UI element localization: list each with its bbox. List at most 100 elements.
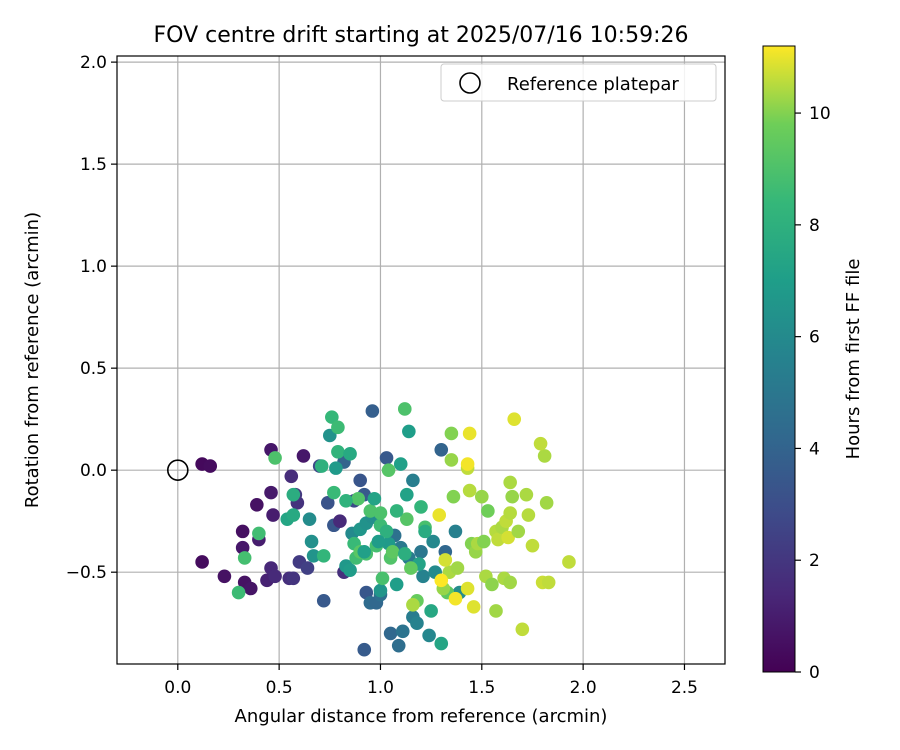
data-point <box>485 577 499 592</box>
data-point <box>395 624 410 639</box>
data-point <box>203 459 218 473</box>
data-point <box>331 420 345 435</box>
data-point <box>381 463 396 477</box>
data-point <box>462 426 477 441</box>
data-point <box>397 547 412 561</box>
data-point <box>507 412 522 426</box>
data-point <box>351 491 365 506</box>
chart-title: FOV centre drift starting at 2025/07/16 … <box>154 23 689 48</box>
y-tick-label: 1.0 <box>80 257 107 277</box>
data-point <box>400 512 414 526</box>
data-point <box>235 540 250 555</box>
legend: Reference platepar <box>440 63 717 102</box>
data-point <box>343 447 357 461</box>
x-axis-ticks: 0.0 0.5 1.0 1.5 2.0 2.5 <box>164 664 698 698</box>
data-point <box>432 508 447 522</box>
data-point <box>353 473 368 488</box>
data-point <box>379 451 394 465</box>
data-point <box>367 491 382 506</box>
data-point <box>331 445 345 459</box>
x-tick-label: 1.5 <box>468 678 495 698</box>
data-point <box>422 628 436 643</box>
data-point <box>373 583 388 598</box>
data-point <box>501 530 515 545</box>
data-point <box>320 496 335 510</box>
legend-label-reference: Reference platepar <box>507 74 679 95</box>
data-point <box>329 461 343 475</box>
data-point <box>357 544 372 559</box>
data-point <box>434 442 449 457</box>
data-point <box>264 485 278 500</box>
data-point <box>339 493 353 508</box>
colorbar-tick-label: 4 <box>809 439 820 459</box>
data-point <box>521 508 536 522</box>
data-point <box>503 475 517 490</box>
data-point <box>302 512 317 526</box>
data-point <box>316 549 331 563</box>
data-point <box>519 487 534 502</box>
data-point <box>359 585 374 600</box>
legend-box <box>440 63 717 102</box>
data-point <box>503 506 517 520</box>
data-point <box>327 485 341 500</box>
data-point <box>389 577 404 592</box>
data-point <box>410 616 424 630</box>
data-point <box>481 504 495 518</box>
data-point <box>539 496 554 510</box>
colorbar-tick-label: 8 <box>809 216 820 236</box>
data-points <box>167 402 576 657</box>
data-point <box>268 451 282 465</box>
data-point <box>316 593 331 608</box>
data-point <box>363 504 378 518</box>
legend-marker-reference <box>459 72 481 94</box>
colorbar-gradient <box>762 45 796 673</box>
data-point <box>383 626 398 641</box>
x-tick-label: 2.5 <box>671 678 698 698</box>
x-axis-label: Angular distance from reference (arcmin) <box>235 706 608 727</box>
data-point <box>373 506 388 520</box>
data-point <box>385 544 400 559</box>
data-point <box>414 544 428 559</box>
data-point <box>237 551 252 565</box>
data-point <box>286 487 301 502</box>
reference-marker <box>167 459 189 481</box>
colorbar-ticks: 0 2 4 6 8 10 <box>795 104 831 683</box>
data-point <box>450 561 465 575</box>
data-point <box>266 508 280 522</box>
data-point <box>365 404 380 418</box>
data-point <box>426 534 440 549</box>
y-tick-label: −0.5 <box>66 563 107 583</box>
data-point <box>400 487 414 502</box>
data-point <box>503 575 517 590</box>
data-point <box>511 524 526 539</box>
data-point <box>235 524 250 539</box>
data-point <box>343 563 357 577</box>
data-point <box>475 489 489 504</box>
data-point <box>286 508 301 522</box>
data-point <box>296 449 311 463</box>
colorbar-tick-label: 10 <box>809 104 831 124</box>
data-point <box>250 498 264 512</box>
data-point <box>243 581 258 596</box>
data-point <box>446 489 461 504</box>
data-point <box>460 581 475 596</box>
y-axis-ticks: −0.5 0.0 0.5 1.0 1.5 2.0 <box>66 53 117 583</box>
data-point <box>306 549 321 563</box>
colorbar: 0 2 4 6 8 10 Hours from first FF file <box>762 45 864 683</box>
data-point <box>284 469 299 484</box>
data-point <box>416 569 430 584</box>
data-point <box>537 449 552 463</box>
x-tick-label: 0.0 <box>164 678 191 698</box>
data-point <box>406 598 420 612</box>
data-point <box>300 561 315 575</box>
data-point <box>448 591 463 606</box>
grid <box>117 56 725 664</box>
colorbar-tick-label: 2 <box>809 551 820 571</box>
data-point <box>448 524 463 539</box>
data-point <box>314 459 329 473</box>
data-point <box>533 436 548 451</box>
data-point <box>379 524 394 539</box>
data-point <box>460 457 475 471</box>
data-point <box>562 555 576 569</box>
data-point <box>414 500 428 514</box>
